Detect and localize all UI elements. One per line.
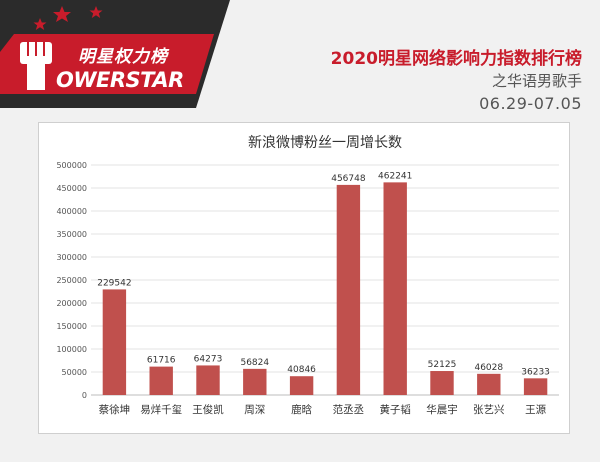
data-label: 229542 [97,278,131,288]
data-label: 456748 [331,174,366,184]
y-tick-label: 200000 [56,299,87,308]
bar-7 [430,371,454,395]
x-tick-label: 周深 [244,404,265,416]
y-tick-label: 300000 [56,253,87,262]
logo-english-text: OWERSTAR [56,68,184,92]
x-tick-label: 蔡徐坤 [99,403,130,416]
bar-2 [196,365,220,395]
x-tick-label: 鹿晗 [291,403,312,416]
y-tick-label: 250000 [56,276,87,285]
x-tick-label: 易烊千玺 [140,403,182,416]
y-tick-label: 450000 [56,184,87,193]
bar-0 [102,289,127,395]
x-tick-label: 华晨宇 [426,403,458,416]
x-tick-label: 范丞丞 [333,403,365,416]
powerstar-logo [0,0,230,108]
y-tick-label: 350000 [56,230,87,239]
y-tick-label: 400000 [56,207,87,216]
x-tick-label: 黄子韬 [379,403,411,416]
bar-8 [477,373,501,395]
x-tick-label: 王源 [525,403,546,416]
data-label: 40846 [287,365,316,375]
logo-chinese-text: 明星权力榜 [78,47,168,67]
star-icon [33,6,103,30]
data-label: 46028 [474,363,503,373]
date-range: 06.29-07.05 [479,94,582,113]
logo-red-band [0,34,214,94]
bar-4 [289,376,314,395]
y-tick-label: 0 [82,391,87,400]
bar-6 [383,182,407,395]
bar-1 [149,366,173,395]
data-label: 462241 [378,171,412,181]
data-label: 36233 [521,367,550,377]
y-tick-label: 150000 [56,322,87,331]
fist-icon [20,42,52,90]
bar-9 [523,378,548,395]
page-subtitle: 之华语男歌手 [491,72,582,90]
data-label: 56824 [240,358,269,368]
y-tick-label: 500000 [56,161,87,170]
x-tick-label: 王俊凯 [192,403,224,416]
x-tick-label: 张艺兴 [473,404,505,416]
bar-3 [243,368,267,395]
y-tick-label: 50000 [62,368,87,377]
chart-card: 新浪微博粉丝一周增长数 0 50000 100000 150000 200000 25000… [38,122,570,434]
page-title: 2020明星网络影响力指数排行榜 [330,49,582,69]
bar-chart: 新浪微博粉丝一周增长数 0 50000 100000 150000 200000 25000… [56,134,559,416]
y-tick-label: 100000 [56,345,87,354]
data-label: 64273 [194,354,223,364]
chart-title: 新浪微博粉丝一周增长数 [248,134,402,151]
data-label: 61716 [147,356,176,366]
bar-5 [336,184,361,395]
data-label: 52125 [428,360,457,370]
